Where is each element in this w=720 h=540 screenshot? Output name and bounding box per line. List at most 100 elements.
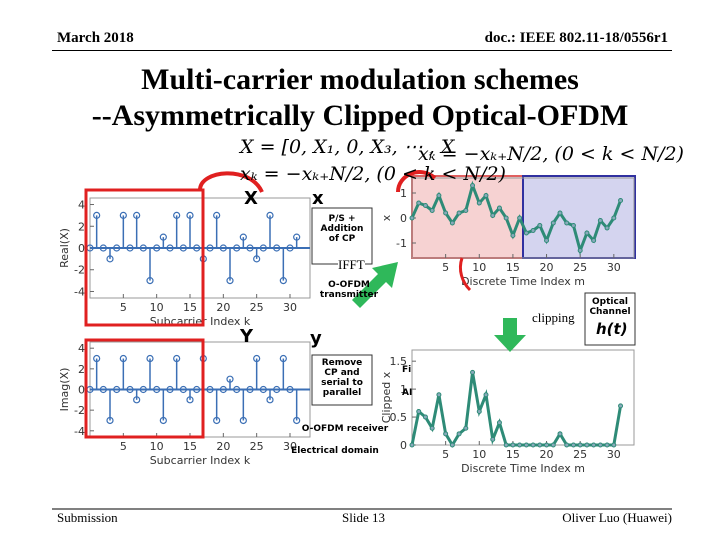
x-tick-label: 30 xyxy=(283,301,297,314)
waveform-marker xyxy=(557,431,563,437)
stem-marker xyxy=(186,211,194,219)
waveform-marker xyxy=(604,225,610,231)
waveform-marker xyxy=(436,193,442,198)
x-tick-label: 25 xyxy=(573,448,587,461)
arrow xyxy=(396,170,437,193)
footer-center: Slide 13 xyxy=(342,510,385,525)
arrow xyxy=(352,262,398,308)
y-tick-label: 0 xyxy=(78,384,85,397)
waveform-marker xyxy=(618,198,624,203)
symbol: X xyxy=(244,188,258,209)
stem-marker xyxy=(233,385,241,394)
waveform-marker xyxy=(490,436,496,442)
x-tick-label: 25 xyxy=(573,261,587,274)
stem-marker xyxy=(206,244,214,252)
stem-marker xyxy=(119,211,127,219)
x-tick-label: 25 xyxy=(250,301,264,314)
stem-marker xyxy=(219,244,227,252)
y-axis-label: Imag(X) xyxy=(58,368,71,412)
waveform-marker xyxy=(443,210,449,216)
y-tick-label: -1 xyxy=(396,237,407,250)
block-label: AI xyxy=(402,388,413,398)
waveform-marker xyxy=(490,213,496,218)
x-tick-label: 15 xyxy=(183,440,197,453)
equation: X = [0, X₁, 0, X₃, ⋯ , X xyxy=(240,136,455,158)
y-tick-label: 1.5 xyxy=(390,355,408,368)
x-tick-label: 20 xyxy=(216,301,230,314)
title-line: Multi-carrier modulation schemes xyxy=(141,63,579,96)
stem-marker xyxy=(179,244,187,252)
block-label: P/S + Addition of CP xyxy=(320,214,364,244)
y-axis-label: Real(X) xyxy=(58,228,71,268)
y-tick-label: 0 xyxy=(78,242,85,255)
stem-marker xyxy=(113,244,121,252)
arrow xyxy=(458,257,472,292)
stem-marker xyxy=(259,385,267,394)
stem-marker xyxy=(239,416,247,425)
equation: xₖ = −xₖ₊N/2, (0 < k < N/2) xyxy=(240,163,506,185)
waveform-marker xyxy=(597,442,603,448)
stem-marker xyxy=(293,416,301,425)
footer-right: Oliver Luo (Huawei) xyxy=(562,510,672,525)
stem-marker xyxy=(193,244,201,252)
waveform-marker xyxy=(443,431,449,437)
arrow xyxy=(494,318,526,352)
stem-marker xyxy=(133,211,141,219)
highlight-box xyxy=(84,188,205,327)
stem-marker xyxy=(246,244,254,252)
waveform-marker xyxy=(456,210,462,216)
stem-marker xyxy=(146,354,154,363)
symbol: h(t) xyxy=(596,320,628,338)
block-label: Electrical domain xyxy=(291,446,379,456)
waveform-marker xyxy=(618,403,624,409)
header-rule xyxy=(52,50,672,51)
waveform-marker xyxy=(483,193,489,198)
stem-marker xyxy=(159,233,167,241)
block xyxy=(311,207,373,265)
waveform-marker xyxy=(416,408,422,414)
stem-marker xyxy=(106,416,114,425)
x-tick-label: 5 xyxy=(120,440,127,453)
waveform-marker xyxy=(523,442,529,448)
y-tick-label: -4 xyxy=(74,425,85,438)
stem-marker xyxy=(226,375,234,383)
waveform-marker xyxy=(604,442,610,448)
y-tick-label: 0.5 xyxy=(390,411,408,424)
waveform-marker xyxy=(436,392,442,398)
waveform-marker xyxy=(517,215,523,221)
y-tick-label: 0 xyxy=(400,439,407,452)
stem-marker xyxy=(153,385,161,394)
stem-marker xyxy=(139,385,147,394)
equation: xₖ = −xₖ₊N/2, (0 < k < N/2) xyxy=(418,143,684,165)
stem-marker xyxy=(93,211,101,219)
stem-marker xyxy=(146,277,154,285)
x-axis-label: Discrete Time Index m xyxy=(461,462,585,475)
waveform-marker xyxy=(422,203,428,208)
waveform-marker xyxy=(537,442,543,448)
stem-marker xyxy=(179,385,187,394)
stem-marker xyxy=(266,396,274,404)
waveform-marker xyxy=(429,425,435,431)
arrow xyxy=(198,171,264,194)
waveform-marker xyxy=(463,208,469,213)
x-axis-label: Discrete Time Index m xyxy=(461,275,585,288)
waveform-marker xyxy=(409,442,415,448)
waveform-marker xyxy=(591,442,597,448)
stem-marker xyxy=(213,211,221,219)
x-tick-label: 5 xyxy=(442,448,449,461)
waveform-marker xyxy=(530,228,536,233)
waveform-marker xyxy=(544,442,550,448)
stem-marker xyxy=(273,244,281,252)
y-tick-label: 1 xyxy=(400,383,407,396)
y-tick-label: 1 xyxy=(400,187,407,200)
stem-marker xyxy=(259,244,267,252)
waveform-marker xyxy=(564,442,570,448)
block-label: O-OFDM transmitter xyxy=(319,280,379,300)
stem-marker xyxy=(253,255,261,263)
x-tick-label: 30 xyxy=(607,448,621,461)
stem-marker xyxy=(99,385,107,394)
stem-marker xyxy=(246,385,254,394)
y-tick-label: 2 xyxy=(78,363,85,376)
waveform-marker xyxy=(496,205,502,211)
y-tick-label: -2 xyxy=(74,404,85,417)
